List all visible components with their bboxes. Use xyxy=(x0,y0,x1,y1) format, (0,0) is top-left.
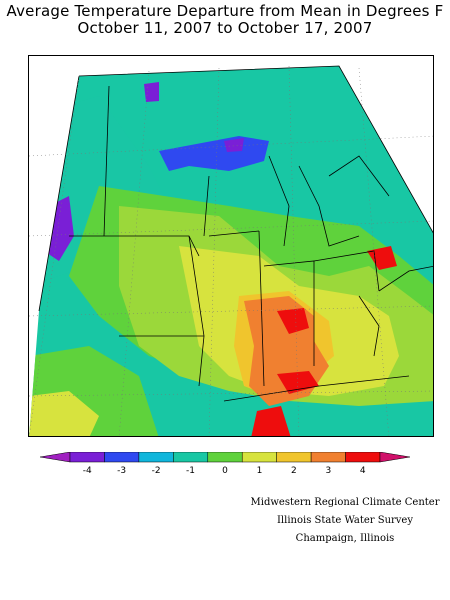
map-title-line-1: Average Temperature Departure from Mean … xyxy=(6,2,444,20)
lake-michigan-west xyxy=(268,155,290,247)
map-svg xyxy=(29,65,433,436)
state-boundaries xyxy=(38,65,433,402)
boundary-pa-ny xyxy=(378,265,433,292)
legend-swatch xyxy=(69,452,105,463)
legend-tick-label: -1 xyxy=(186,466,196,476)
boundary-oh-pa xyxy=(313,250,380,292)
legend-swatch xyxy=(241,452,277,463)
credit-center: Midwestern Regional Climate Center xyxy=(250,497,440,508)
legend-tick-label: 4 xyxy=(359,466,366,476)
grid-line xyxy=(118,70,150,436)
credit-survey: Illinois State Water Survey xyxy=(276,515,413,526)
hot-spot-south xyxy=(251,406,291,436)
legend-tick-label: 3 xyxy=(325,466,332,476)
southwest-yellow-zone xyxy=(29,391,99,436)
legend-swatch xyxy=(310,452,346,463)
michigan-peninsula xyxy=(298,165,360,247)
legend-tick-label: -3 xyxy=(117,466,127,476)
lake-huron xyxy=(328,155,390,197)
map-outline-west xyxy=(38,75,80,312)
legend-swatch xyxy=(345,452,381,463)
legend-tick-label: 2 xyxy=(291,466,297,476)
legend-bar xyxy=(40,452,410,463)
credit-location: Champaign, Illinois xyxy=(295,533,395,544)
hot-spot-indiana xyxy=(277,308,309,334)
legend-swatch xyxy=(104,452,140,463)
cold-spot-top xyxy=(144,82,159,102)
grid-line xyxy=(208,67,220,436)
legend-arrow-left xyxy=(40,452,71,463)
boundary-wi-mn xyxy=(203,175,210,237)
boundary-wv xyxy=(358,295,380,357)
temperature-departure-map xyxy=(28,55,434,437)
grid-line xyxy=(29,75,80,436)
coldest-zone-north xyxy=(224,138,244,152)
legend-tick-label: -2 xyxy=(151,466,161,476)
boundary-nd-mn xyxy=(103,85,110,237)
legend-arrow-right xyxy=(379,452,410,463)
legend-swatch xyxy=(276,452,312,463)
legend-swatch xyxy=(207,452,243,463)
legend-tick-label: 0 xyxy=(222,466,228,476)
boundary-ky-tn xyxy=(223,375,410,402)
graticule xyxy=(29,65,433,436)
legend-swatch xyxy=(138,452,174,463)
boundary-il-wi xyxy=(208,230,260,237)
legend-tick-label: 1 xyxy=(256,466,263,476)
legend-tick-label: -4 xyxy=(82,466,92,476)
legend-swatch xyxy=(173,452,209,463)
color-scale-legend: -4 -3 -2 -1 0 1 2 3 4 xyxy=(40,452,410,482)
map-outline-top xyxy=(78,65,433,234)
boundary-il-in xyxy=(258,230,265,387)
hot-spot-kentucky xyxy=(277,371,319,394)
map-title-line-2: October 11, 2007 to October 17, 2007 xyxy=(77,19,373,37)
